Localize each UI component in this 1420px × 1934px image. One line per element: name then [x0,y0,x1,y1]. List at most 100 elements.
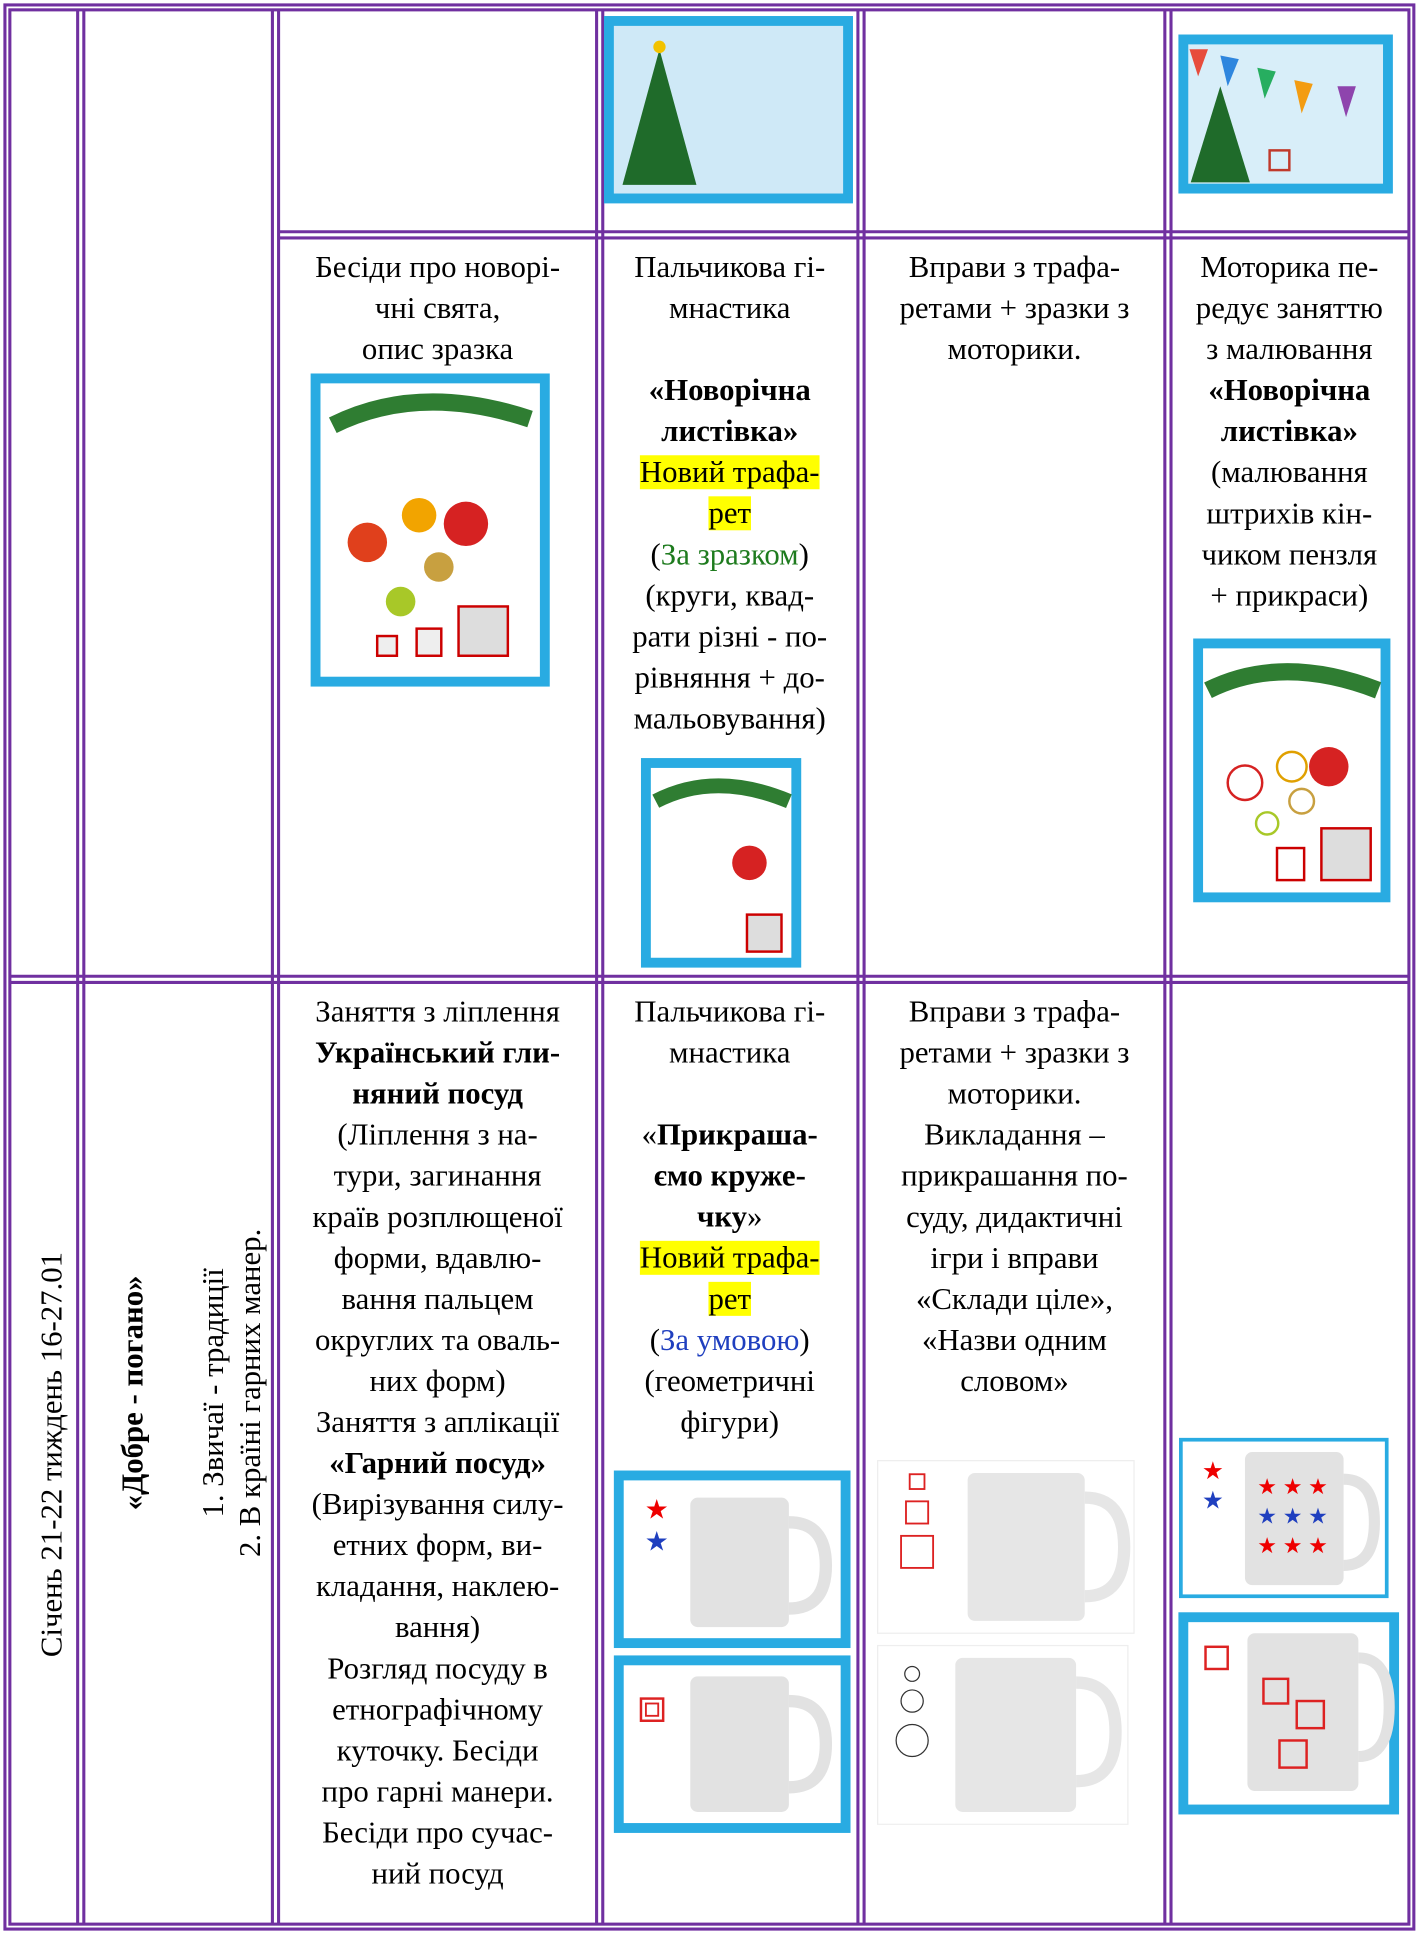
svg-text:★ ★ ★: ★ ★ ★ [1257,1474,1328,1499]
cell-line: моторики. [947,1077,1081,1111]
topic: 1. Звичаї - традиції [196,1268,230,1518]
cell-line: Пальчикова гі- [634,250,825,284]
text-run: рет [708,1282,751,1316]
cell-line: суду, дидактичні [906,1200,1123,1234]
cell-line: Новий трафа- [640,1241,820,1275]
highlight [639,455,820,490]
text-run: ) [799,537,809,571]
cell-line: мнастика [669,291,791,325]
period-label: Січень 21-22 тиждень 16-27.01 [34,1252,68,1657]
cell-line: Новий трафа- [640,455,820,489]
text-run: «Новорічна [649,373,811,407]
cell-line: штрихів кін- [1206,496,1372,530]
text-run: няний посуд [352,1077,523,1111]
cell-line: опис зразка [362,332,514,366]
cell-line: з малювання [1206,332,1372,366]
cell-line: + прикраси) [1210,578,1368,612]
cell-line: тури, загинання [334,1159,542,1193]
cell-line: прикрашання по- [901,1159,1128,1193]
cell-line: мнастика [669,1036,791,1070]
theme-title: «Добре - погано» [116,1275,150,1510]
svg-text:★ ★ ★: ★ ★ ★ [1257,1504,1328,1529]
cell-line: рати різні - по- [632,619,827,653]
cell-line: фігури) [680,1405,779,1439]
text-run: рет [708,496,751,530]
cell-line: листівка» [1221,414,1358,448]
text-run: «Гарний посуд» [329,1446,546,1480]
cell-line: чні свята, [375,291,500,325]
cell-line: Український гли- [315,1036,560,1070]
text-run: листівка» [661,414,798,448]
svg-text:★: ★ [645,1527,669,1557]
highlight [708,1281,751,1316]
cell-line: етних форм, ви- [333,1528,543,1562]
cell-line: рівняння + до- [635,660,825,694]
text-run: Прикраша- [657,1118,818,1152]
cell-line: ігри і вправи [930,1241,1098,1275]
cell-line: ретами + зразки з [899,291,1129,325]
text-run: «Новорічна [1208,373,1370,407]
text-run: ( [650,1323,660,1357]
topic: 2. В країні гарних манер. [233,1229,267,1557]
cell-line: округлих та оваль- [315,1323,560,1357]
cell-line: Вправи з трафа- [909,250,1120,284]
cell-line: (За умовою) [650,1323,810,1357]
cell-line: моторики. [947,332,1081,366]
text-run: » [747,1200,762,1234]
text-run: чку [697,1200,748,1234]
svg-text:★: ★ [1202,1458,1224,1485]
text-run: ( [651,537,661,571]
cell-line: ємо круже- [654,1159,806,1193]
cell-line: Викладання – [924,1118,1105,1152]
svg-text:★ ★ ★: ★ ★ ★ [1257,1533,1328,1558]
cell-line: редує заняттю [1196,291,1383,325]
cell-line: (Ліплення з на- [337,1118,537,1152]
text-run: Новий трафа- [640,455,820,489]
text-run: ) [799,1323,809,1357]
cell-line: Пальчикова гі- [634,995,825,1029]
cell-line: ретами + зразки з [899,1036,1129,1070]
text-run: листівка» [1221,414,1358,448]
cell-line: про гарні манери. [322,1774,554,1808]
cell-line: ний посуд [371,1857,503,1891]
cell-line: Заняття з аплікації [316,1405,560,1439]
cell-line: няний посуд [352,1077,523,1111]
cell-line: вання пальцем [342,1282,534,1316]
text-run: За зразком [661,537,799,571]
highlight [639,1240,820,1275]
text-run: Новий трафа- [640,1241,820,1275]
cell-line: «Новорічна [1208,373,1370,407]
theme-block: «Добре - погано» 1. Звичаї - традиції 2.… [116,1229,267,1557]
cell-line: Бесіди про сучас- [322,1815,553,1849]
cell-line: Розгляд посуду в [327,1651,548,1685]
cell-line: Вправи з трафа- [909,995,1120,1029]
text-run: ємо круже- [654,1159,806,1193]
borders [3,3,1416,1931]
cell-line: (малювання [1211,455,1368,489]
illustrations: ★★ ★★ ★ ★ ★★ ★ ★★ ★ ★ [310,16,1400,1833]
cell-line: куточку. Бесіди [337,1733,539,1767]
cell-line: «Гарний посуд» [329,1446,546,1480]
cell-line: Бесіди про новорі- [315,250,560,284]
cell-line: листівка» [661,414,798,448]
cell-line: «Новорічна [649,373,811,407]
cell-line: рет [708,496,751,530]
svg-text:★: ★ [1202,1488,1224,1515]
cell-line: вання) [395,1610,480,1644]
text-run: « [642,1118,657,1152]
cell-line: країв розплющеної [312,1200,563,1234]
text-run: За умовою [660,1323,799,1357]
cell-line: (геометричні [645,1364,815,1398]
cell-line: «Склади ціле», [916,1282,1113,1316]
cell-line: «Прикраша- [642,1118,818,1152]
svg-text:★: ★ [645,1495,669,1525]
cell-line: (Вирізування силу- [312,1487,564,1521]
cell-line: форми, вдавлю- [334,1241,542,1275]
cell-line: кладання, наклею- [316,1569,559,1603]
cell-line: них форм) [370,1364,506,1398]
cell-line: «Назви одним [922,1323,1107,1357]
cell-line: Моторика пе- [1200,250,1378,284]
cell-line: Заняття з ліплення [315,995,560,1029]
